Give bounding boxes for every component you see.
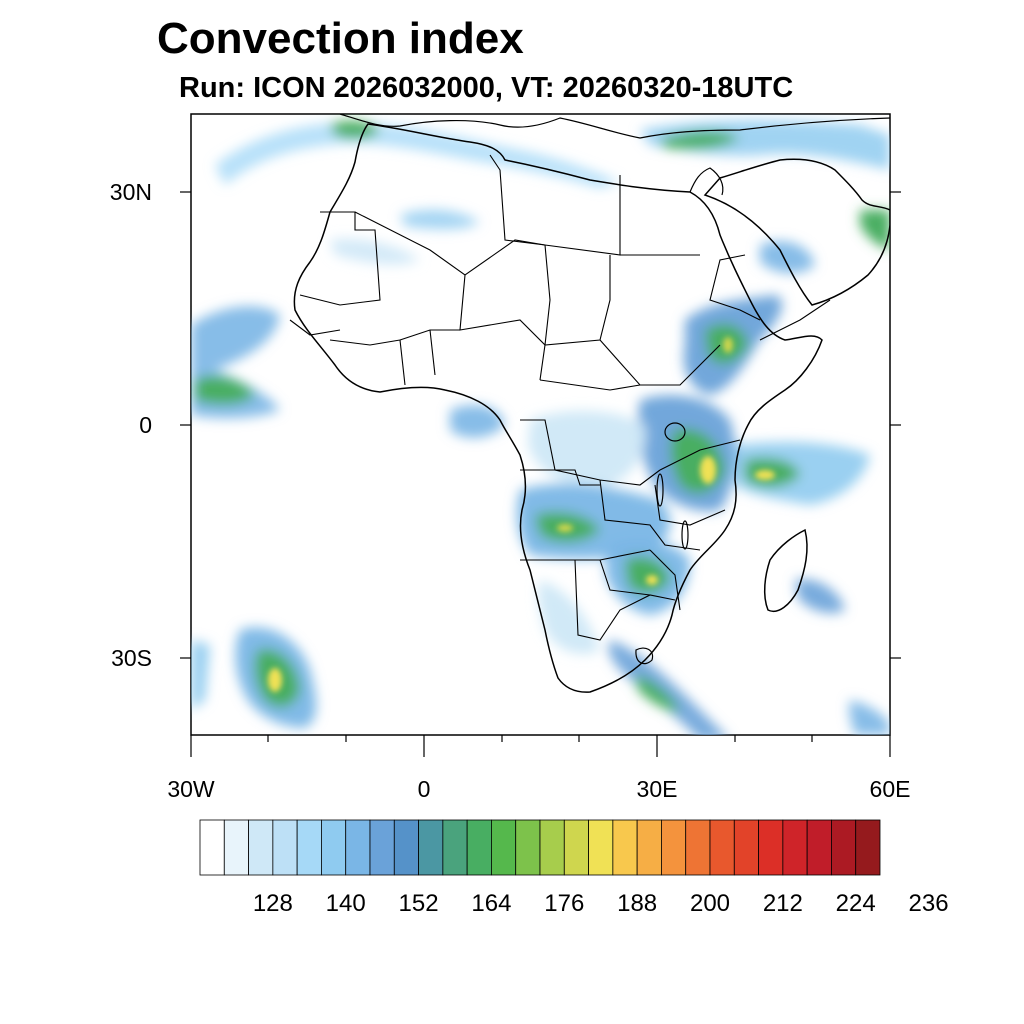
colorbar-labels: 128 140 152 164 176 188 200 212 224 236 bbox=[253, 890, 949, 917]
hotspot-zimbabwe bbox=[646, 575, 658, 585]
colorbar-label: 212 bbox=[763, 890, 803, 917]
field-sahara-1 bbox=[400, 209, 480, 230]
colorbar-swatch bbox=[709, 819, 735, 876]
lake-tanganyika bbox=[656, 473, 664, 507]
y-label-0: 0 bbox=[139, 412, 152, 438]
colorbar-swatch bbox=[515, 819, 541, 876]
colorbar-swatch bbox=[223, 819, 249, 876]
colorbar-swatch bbox=[272, 819, 298, 876]
field-gulf-guinea bbox=[450, 405, 505, 438]
colorbar-label: 176 bbox=[544, 890, 584, 917]
field-natal-band bbox=[608, 640, 725, 735]
colorbar-swatch bbox=[369, 819, 395, 876]
map-content bbox=[191, 114, 890, 735]
colorbar-swatch bbox=[418, 819, 444, 876]
colorbar-swatch bbox=[806, 819, 832, 876]
hotspot-ethiopia bbox=[723, 337, 733, 353]
colorbar-label: 152 bbox=[399, 890, 439, 917]
field-indian-ocean bbox=[735, 442, 870, 505]
field-southeast-corner bbox=[849, 700, 890, 735]
field-southwest-edge bbox=[191, 640, 210, 710]
colorbar-swatch bbox=[539, 819, 565, 876]
hotspot-angola bbox=[557, 524, 573, 532]
colorbar-swatch bbox=[831, 819, 857, 876]
field-sahara-2 bbox=[330, 238, 420, 265]
colorbar-swatch bbox=[661, 819, 687, 876]
convection-hotspots bbox=[268, 337, 775, 692]
colorbar bbox=[199, 819, 881, 876]
colorbar-swatch bbox=[855, 819, 881, 876]
colorbar-swatch bbox=[466, 819, 492, 876]
colorbar-swatch bbox=[491, 819, 517, 876]
field-arabia-east bbox=[860, 210, 890, 250]
europe-coastline bbox=[339, 114, 890, 139]
colorbar-swatch bbox=[782, 819, 808, 876]
chart-subtitle: Run: ICON 2026032000, VT: 20260320-18UTC bbox=[179, 72, 794, 104]
africa-coastline bbox=[293, 123, 823, 693]
colorbar-label: 128 bbox=[253, 890, 293, 917]
hotspot-east-africa bbox=[700, 456, 716, 484]
field-arabia bbox=[760, 241, 815, 274]
convection-field bbox=[191, 120, 890, 735]
x-label-30e: 30E bbox=[637, 776, 678, 802]
country-borders bbox=[289, 154, 831, 641]
colorbar-swatch bbox=[296, 819, 322, 876]
colorbar-swatch bbox=[636, 819, 662, 876]
field-natal-core bbox=[635, 675, 680, 712]
colorbar-swatch bbox=[588, 819, 614, 876]
colorbar-swatch bbox=[758, 819, 784, 876]
colorbar-label: 236 bbox=[909, 890, 949, 917]
sinai-coast bbox=[689, 167, 724, 196]
colorbar-label: 188 bbox=[617, 890, 657, 917]
colorbar-swatch bbox=[248, 819, 274, 876]
field-mediterranean-band bbox=[215, 122, 620, 188]
field-madagascar bbox=[795, 579, 845, 614]
colorbar-swatch bbox=[199, 819, 225, 876]
x-label-60e: 60E bbox=[870, 776, 911, 802]
lake-malawi bbox=[681, 520, 689, 550]
madagascar-coastline bbox=[763, 528, 808, 612]
hotspot-south-atlantic bbox=[268, 668, 282, 692]
colorbar-label: 200 bbox=[690, 890, 730, 917]
field-south-africa bbox=[538, 580, 600, 654]
lesotho-border bbox=[635, 647, 654, 665]
colorbar-swatch bbox=[442, 819, 468, 876]
x-label-30w: 30W bbox=[167, 776, 215, 802]
field-atlantic-itcz-core bbox=[195, 375, 255, 405]
x-label-0: 0 bbox=[418, 776, 431, 802]
field-eastern-med-core bbox=[660, 131, 740, 149]
colorbar-swatch bbox=[685, 819, 711, 876]
y-label-30n: 30N bbox=[110, 179, 152, 205]
colorbar-swatch bbox=[393, 819, 419, 876]
hotspot-indian-ocean bbox=[755, 470, 775, 480]
chart-title: Convection index bbox=[157, 14, 524, 63]
lake-victoria bbox=[664, 422, 686, 442]
arabia-coastline bbox=[703, 158, 890, 306]
colorbar-swatch bbox=[321, 819, 347, 876]
colorbar-label: 164 bbox=[471, 890, 511, 917]
colorbar-swatch bbox=[733, 819, 759, 876]
field-zimbabwe-core bbox=[625, 556, 670, 594]
y-label-30s: 30S bbox=[111, 645, 152, 671]
colorbar-swatch bbox=[563, 819, 589, 876]
colorbar-swatch bbox=[612, 819, 638, 876]
map-ticks bbox=[180, 191, 901, 757]
colorbar-label: 224 bbox=[836, 890, 876, 917]
colorbar-swatch bbox=[345, 819, 371, 876]
colorbar-label: 140 bbox=[326, 890, 366, 917]
